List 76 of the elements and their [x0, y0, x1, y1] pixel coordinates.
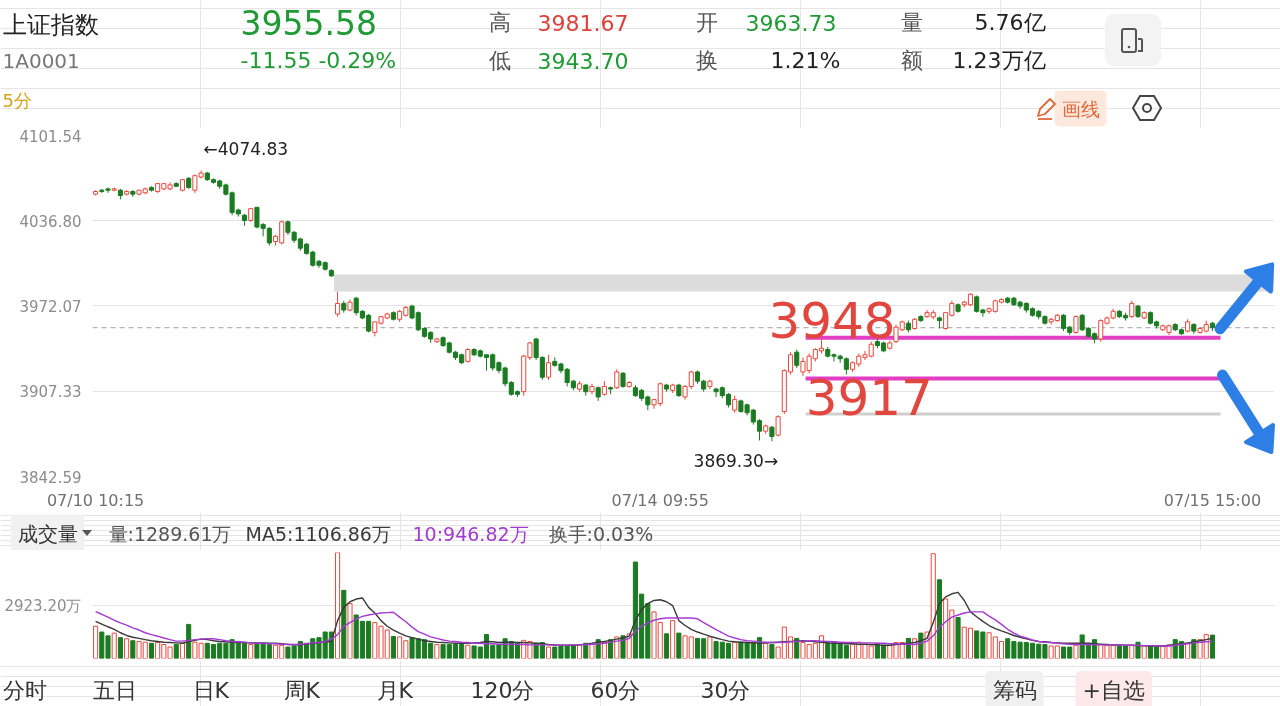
bar — [732, 641, 738, 659]
candlestick — [614, 368, 620, 390]
text: 日K — [192, 678, 230, 703]
y-tick-label: 4101.54 — [19, 127, 82, 146]
y-tick-label: 3972.07 — [19, 297, 82, 316]
bar — [173, 644, 179, 659]
text: -11.55 -0.29% — [240, 48, 397, 73]
chart-subtitle: 1A0001 — [2, 48, 80, 73]
candlestick — [335, 291, 341, 318]
text: 月K — [376, 678, 414, 703]
chart-title: 上证指数 — [2, 10, 99, 39]
text: 开 3963.73 — [695, 10, 837, 36]
text: 筹码 — [992, 678, 1037, 703]
bar — [676, 632, 682, 659]
text: 五日 — [92, 678, 137, 703]
text: 5分 — [2, 90, 32, 111]
x-tick-label: 07/14 09:55 — [611, 490, 709, 510]
text: +自选 — [1082, 678, 1145, 703]
bar — [1209, 634, 1215, 659]
y-tick-label: 4036.80 — [19, 212, 82, 231]
bar — [707, 636, 713, 659]
annotation: ←4074.83 — [203, 138, 289, 159]
bar — [148, 642, 154, 659]
bar — [347, 603, 353, 659]
x-tick-label: 07/15 15:00 — [1163, 490, 1262, 510]
bar — [341, 589, 347, 659]
text: MA5:1106.86万 — [245, 522, 391, 545]
bar — [589, 644, 595, 659]
text: 低 3943.70 — [488, 48, 629, 74]
candlestick — [546, 354, 552, 381]
bar — [1073, 644, 1079, 659]
text: 60分 — [590, 678, 641, 703]
y-tick-label: 3842.59 — [19, 468, 82, 487]
text: 量 5.76亿 — [900, 10, 1046, 35]
text: 120分 — [470, 678, 535, 703]
bar — [936, 579, 942, 659]
text: 30分 — [700, 678, 751, 703]
text: 画线 — [1061, 97, 1100, 120]
bar — [186, 623, 192, 659]
y-tick-label: 2923.20万 — [4, 596, 82, 615]
bar — [670, 620, 676, 659]
text: 分时 — [2, 678, 47, 703]
bar — [248, 644, 254, 659]
bar — [769, 644, 775, 659]
bar — [546, 646, 552, 659]
text: 3955.58 — [240, 4, 377, 43]
bar — [1141, 645, 1147, 659]
text: 换手:0.03% — [548, 522, 654, 545]
bar — [955, 617, 961, 659]
text: 换 1.21% — [695, 48, 841, 73]
candlestick — [1073, 314, 1079, 335]
text: 高 3981.67 — [488, 10, 629, 36]
bar — [465, 644, 471, 659]
bar — [130, 640, 136, 659]
bar — [763, 642, 769, 659]
bar — [117, 637, 123, 659]
text: 量:1289.61万 — [108, 522, 232, 545]
text: 额 1.23万亿 — [900, 48, 1046, 73]
candlestick — [794, 349, 800, 369]
ref-line-label: 3948 — [768, 291, 896, 350]
chart-title: 成交量 — [17, 521, 78, 546]
text: 周K — [283, 678, 321, 703]
bar — [179, 642, 186, 659]
bar — [124, 638, 130, 659]
bar — [111, 632, 117, 659]
bar — [335, 552, 341, 659]
bar — [390, 636, 396, 659]
bar — [434, 644, 440, 659]
ref-line-label: 3917 — [805, 368, 933, 427]
bar — [663, 633, 669, 659]
annotation: 3869.30→ — [693, 451, 779, 472]
y-tick-label: 3907.33 — [19, 383, 82, 402]
x-tick-label: 07/10 10:15 — [46, 490, 145, 510]
bar — [93, 625, 99, 659]
bar — [1135, 641, 1141, 659]
text: 10:946.82万 — [412, 522, 529, 545]
